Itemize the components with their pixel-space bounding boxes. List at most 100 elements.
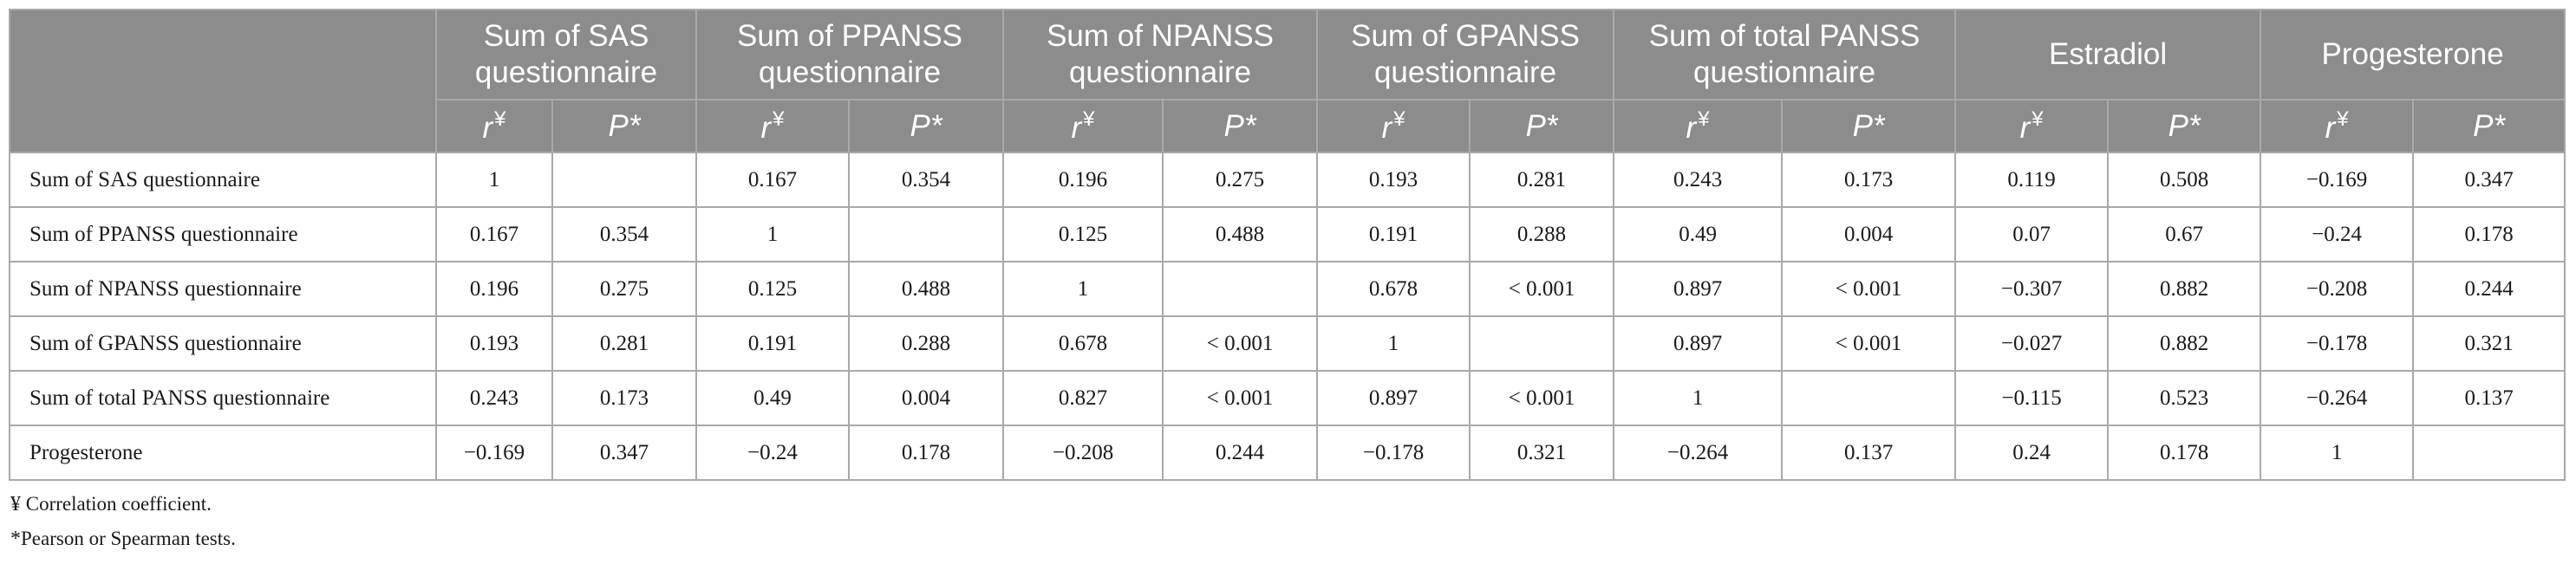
cell-r-value: −0.24: [695, 425, 851, 481]
subheader-r-label: r: [1071, 110, 1082, 145]
subheader-r: r¥: [695, 99, 851, 153]
cell-r-value: 0.196: [435, 261, 553, 317]
cell-p-value: 0.004: [1781, 206, 1957, 263]
subheader-r: r¥: [1613, 99, 1784, 153]
cell-p-value: [1781, 370, 1957, 426]
cell-p-value: < 0.001: [1469, 370, 1615, 426]
subheader-r-mark: ¥: [1698, 107, 1710, 131]
cell-p-value: < 0.001: [1162, 315, 1319, 372]
table-row: Sum of total PANSS questionnaire 0.243 0.1…: [9, 370, 2566, 426]
column-group-header: Sum of NPANSS questionnaire: [1002, 9, 1319, 100]
cell-p-value: 0.347: [2412, 152, 2566, 208]
cell-r-value: −0.307: [1954, 261, 2110, 317]
cell-p-value: < 0.001: [1781, 261, 1957, 317]
column-group-header: Sum of total PANSS questionnaire: [1613, 9, 1957, 100]
cell-r-value: 0.49: [1613, 206, 1784, 263]
subheader-r-label: r: [2019, 110, 2031, 145]
cell-r-value: −0.208: [1002, 425, 1164, 481]
subheader-r-label: r: [2325, 110, 2336, 145]
cell-r-value: 1: [435, 152, 553, 208]
cell-p-value: 0.281: [551, 315, 698, 372]
subheader-r: r¥: [435, 99, 553, 153]
cell-r-value: 0.243: [435, 370, 553, 426]
cell-r-value: 0.191: [695, 315, 851, 372]
column-group-header: Sum of SAS questionnaire: [434, 9, 698, 100]
cell-p-value: 0.288: [1469, 206, 1615, 263]
cell-p-value: [1162, 261, 1319, 317]
cell-r-value: 1: [1002, 261, 1164, 317]
header-row-stats: r¥ P* r¥ P* r¥ P* r¥ P* r¥ P* r¥ P* r¥ P*: [10, 99, 2566, 153]
cell-p-value: 0.354: [848, 152, 1005, 208]
cell-r-value: 0.125: [695, 261, 851, 317]
subheader-p: P*: [2107, 99, 2262, 153]
column-group-header: Estradiol: [1954, 9, 2262, 100]
cell-r-value: −0.178: [2260, 315, 2415, 372]
subheader-r-mark: ¥: [2031, 107, 2044, 131]
subheader-r-mark: ¥: [494, 107, 506, 131]
cell-p-value: 0.354: [551, 206, 698, 263]
cell-p-value: 0.137: [2412, 370, 2566, 426]
table-body: Sum of SAS questionnaire 1 0.167 0.354 0.196…: [9, 152, 2566, 481]
row-label: Sum of GPANSS questionnaire: [9, 315, 437, 372]
cell-p-value: 0.178: [2412, 206, 2566, 263]
cell-p-value: 0.321: [2412, 315, 2566, 372]
footnote-text: Pearson or Spearman tests.: [21, 528, 236, 549]
cell-p-value: 0.508: [2107, 152, 2262, 208]
cell-p-value: 0.244: [1162, 425, 1319, 481]
subheader-r: r¥: [2260, 99, 2415, 153]
cell-r-value: 0.167: [695, 152, 851, 208]
cell-p-value: < 0.001: [1162, 370, 1319, 426]
table-row: Sum of SAS questionnaire 1 0.167 0.354 0.196…: [9, 152, 2566, 208]
table-row: Progesterone −0.169 0.347 −0.24 0.178 −0.208 0…: [9, 425, 2566, 481]
cell-p-value: 0.882: [2107, 261, 2262, 317]
footnote-text: Correlation coefficient.: [21, 493, 212, 515]
cell-p-value: 0.321: [1469, 425, 1615, 481]
footnote: ¥ Correlation coefficient.: [10, 487, 236, 522]
cell-r-value: 0.49: [695, 370, 851, 426]
cell-r-value: −0.115: [1954, 370, 2110, 426]
cell-r-value: 0.125: [1002, 206, 1164, 263]
row-label: Sum of SAS questionnaire: [9, 152, 437, 208]
subheader-r: r¥: [1316, 99, 1471, 153]
cell-r-value: 0.827: [1002, 370, 1164, 426]
cell-p-value: < 0.001: [1781, 315, 1957, 372]
row-label: Sum of total PANSS questionnaire: [9, 370, 437, 426]
column-group-header: Progesterone: [2260, 9, 2566, 100]
correlation-table: Sum of SAS questionnaire Sum of PPANSS q…: [9, 9, 2566, 481]
subheader-r-mark: ¥: [773, 107, 785, 131]
cell-p-value: [848, 206, 1005, 263]
cell-r-value: −0.264: [2260, 370, 2415, 426]
row-label: Progesterone: [9, 425, 437, 481]
cell-p-value: 0.004: [848, 370, 1005, 426]
cell-p-value: 0.523: [2107, 370, 2262, 426]
cell-p-value: 0.488: [1162, 206, 1319, 263]
cell-p-value: 0.347: [551, 425, 698, 481]
cell-r-value: 0.678: [1316, 261, 1471, 317]
subheader-r-label: r: [482, 110, 493, 145]
table-row: Sum of PPANSS questionnaire 0.167 0.354 1 0.…: [9, 206, 2566, 263]
cell-p-value: 0.882: [2107, 315, 2262, 372]
cell-p-value: 0.275: [551, 261, 698, 317]
cell-r-value: 0.678: [1002, 315, 1164, 372]
subheader-r-mark: ¥: [1393, 107, 1405, 131]
header-stub: [9, 9, 437, 153]
cell-r-value: −0.264: [1613, 425, 1784, 481]
cell-r-value: 0.193: [435, 315, 553, 372]
table-row: Sum of NPANSS questionnaire 0.196 0.275 0.1…: [9, 261, 2566, 317]
subheader-r-label: r: [760, 110, 772, 145]
column-group-header: Sum of GPANSS questionnaire: [1316, 9, 1615, 100]
subheader-r: r¥: [1002, 99, 1164, 153]
cell-r-value: −0.24: [2260, 206, 2415, 263]
cell-p-value: 0.281: [1469, 152, 1615, 208]
cell-r-value: 0.167: [435, 206, 553, 263]
subheader-p: P*: [2412, 99, 2566, 153]
cell-r-value: 0.196: [1002, 152, 1164, 208]
table-row: Sum of GPANSS questionnaire 0.193 0.281 0.1…: [9, 315, 2566, 372]
subheader-p: P*: [848, 99, 1005, 153]
row-label: Sum of NPANSS questionnaire: [9, 261, 437, 317]
cell-r-value: 1: [1316, 315, 1471, 372]
cell-p-value: 0.67: [2107, 206, 2262, 263]
cell-p-value: 0.173: [1781, 152, 1957, 208]
cell-r-value: 1: [1613, 370, 1784, 426]
cell-r-value: 1: [695, 206, 851, 263]
